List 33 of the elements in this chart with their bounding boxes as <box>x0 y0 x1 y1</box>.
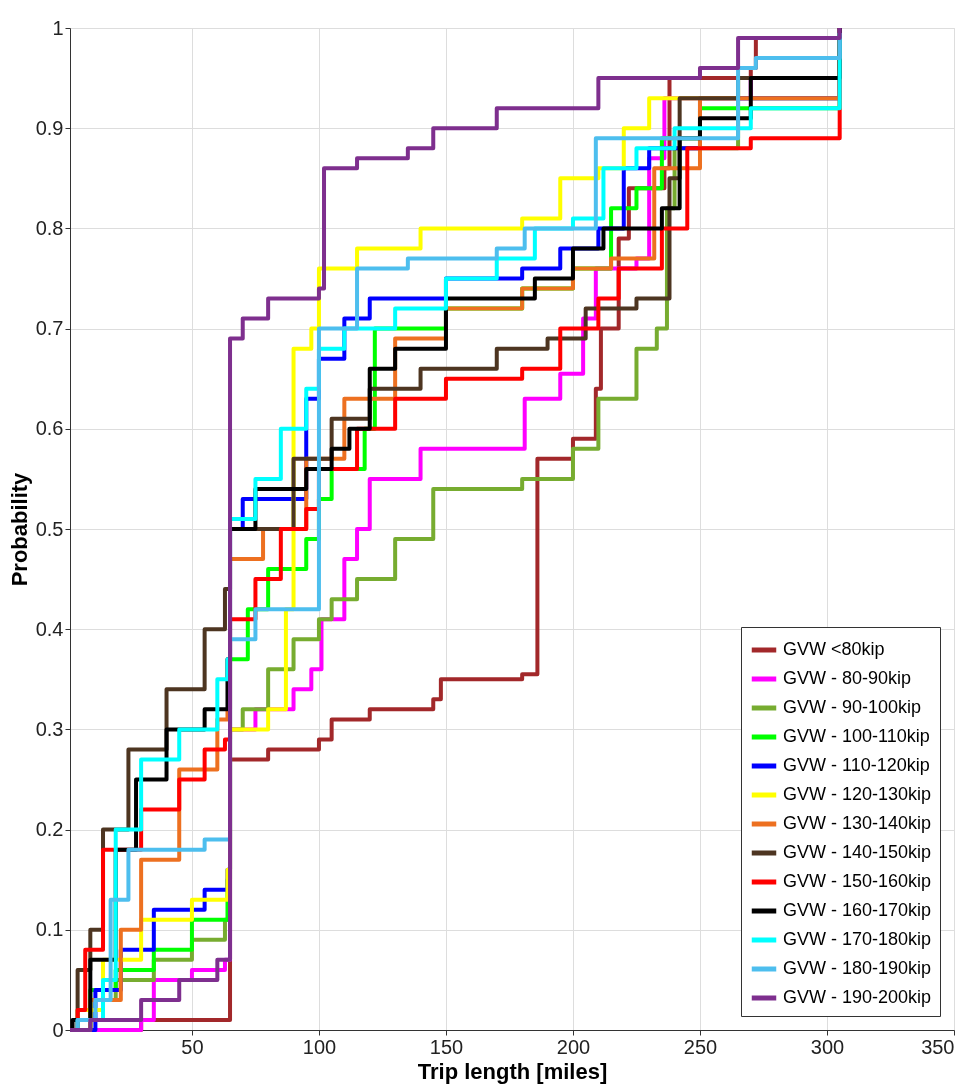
legend-label: GVW - 110-120kip <box>783 755 930 775</box>
y-tick-label: 0.1 <box>35 918 64 941</box>
legend-label: GVW - 190-200kip <box>783 987 932 1007</box>
legend-label: GVW - 90-100kip <box>783 697 922 717</box>
legend-label: GVW - 180-190kip <box>783 958 932 978</box>
y-tick-label: 0.9 <box>35 116 64 139</box>
y-axis-title: Probability <box>6 471 32 587</box>
legend-label: GVW - 100-110kip <box>783 726 930 746</box>
legend-label: GVW <80kip <box>783 639 885 659</box>
legend-label: GVW - 160-170kip <box>783 900 932 920</box>
x-tick-label: 200 <box>556 1035 591 1058</box>
y-tick-label: 0.6 <box>35 417 64 440</box>
y-tick-label: 0.5 <box>35 517 64 540</box>
x-tick-label: 350 <box>921 1035 955 1058</box>
legend-label: GVW - 150-160kip <box>783 871 932 891</box>
legend-label: GVW - 130-140kip <box>783 813 932 833</box>
x-axis-title: Trip length [miles] <box>417 1058 608 1084</box>
x-tick-label: 50 <box>181 1035 204 1058</box>
y-tick-label: 0.3 <box>35 717 64 740</box>
x-tick-label: 100 <box>302 1035 337 1058</box>
y-tick-label: 0.2 <box>35 818 64 841</box>
y-tick-label: 0.8 <box>35 216 64 239</box>
x-tick-label: 300 <box>810 1035 845 1058</box>
y-tick-label: 1 <box>52 16 64 39</box>
y-tick-label: 0.4 <box>35 617 64 640</box>
x-tick-label: 250 <box>683 1035 718 1058</box>
legend-label: GVW - 80-90kip <box>783 668 912 688</box>
legend-label: GVW - 140-150kip <box>783 842 932 862</box>
y-tick-label: 0 <box>52 1018 64 1041</box>
legend-label: GVW - 120-130kip <box>783 784 932 804</box>
x-tick-label: 150 <box>429 1035 464 1058</box>
y-tick-label: 0.7 <box>35 317 64 340</box>
legend-label: GVW - 170-180kip <box>783 929 932 949</box>
